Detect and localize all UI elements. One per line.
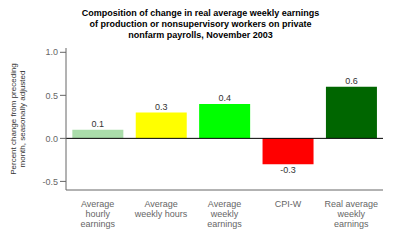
svg-text:CPI-W: CPI-W [275, 199, 302, 209]
svg-text:Percent change from precedingm: Percent change from precedingmonth, seas… [9, 63, 27, 175]
svg-text:0.0: 0.0 [45, 134, 58, 144]
svg-text:Averageweeklyearnings: Averageweeklyearnings [207, 199, 242, 229]
svg-text:0.1: 0.1 [92, 119, 105, 129]
svg-text:Averageweekly hours: Averageweekly hours [134, 199, 188, 219]
html-text:Composition of change in real: Composition of change in real average we… [81, 8, 320, 18]
svg-text:0.6: 0.6 [345, 76, 358, 86]
html-text:nonfarm payrolls, November 200: nonfarm payrolls, November 2003 [128, 30, 273, 40]
svg-text:Real averageweeklyearnings: Real averageweeklyearnings [325, 199, 379, 229]
html-text:of production or nonsupervisor: of production or nonsupervisory workers … [89, 19, 312, 29]
svg-text:-0.5: -0.5 [42, 177, 58, 187]
svg-text:0.3: 0.3 [155, 102, 168, 112]
svg-text:-0.3: -0.3 [280, 165, 296, 175]
svg-text:0.5: 0.5 [45, 91, 58, 101]
svg-text:Averagehourlyearnings: Averagehourlyearnings [80, 199, 115, 229]
svg-text:0.4: 0.4 [218, 93, 231, 103]
svg-text:1.0: 1.0 [45, 47, 58, 57]
